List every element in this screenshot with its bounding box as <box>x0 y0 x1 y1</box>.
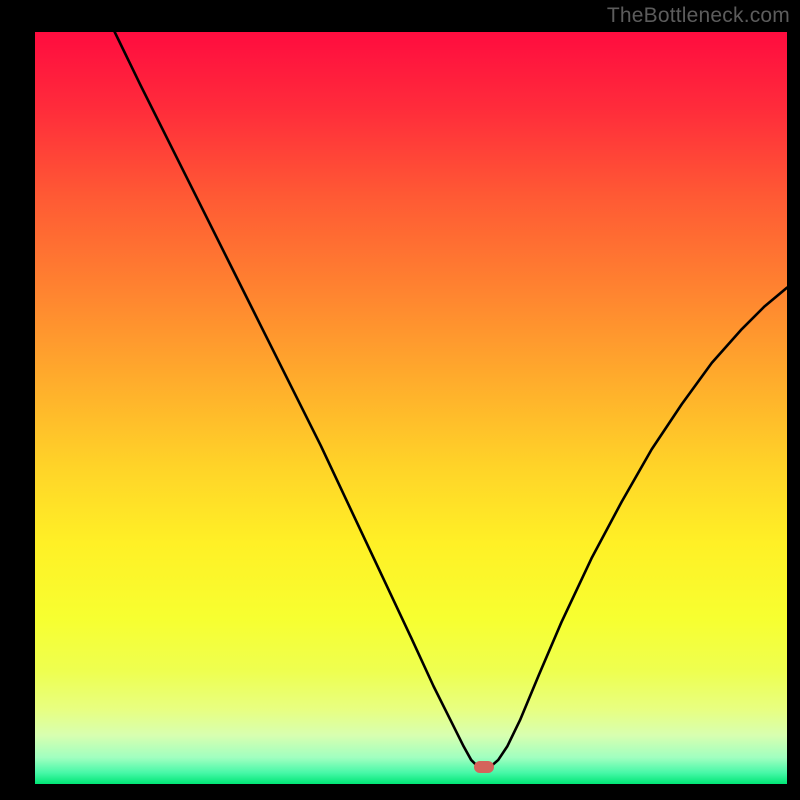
watermark-text: TheBottleneck.com <box>607 4 790 28</box>
plot-area <box>35 32 787 784</box>
curve-path <box>115 32 787 765</box>
chart-stage: TheBottleneck.com <box>0 0 800 800</box>
minimum-marker <box>474 761 494 773</box>
bottleneck-curve <box>35 32 787 784</box>
